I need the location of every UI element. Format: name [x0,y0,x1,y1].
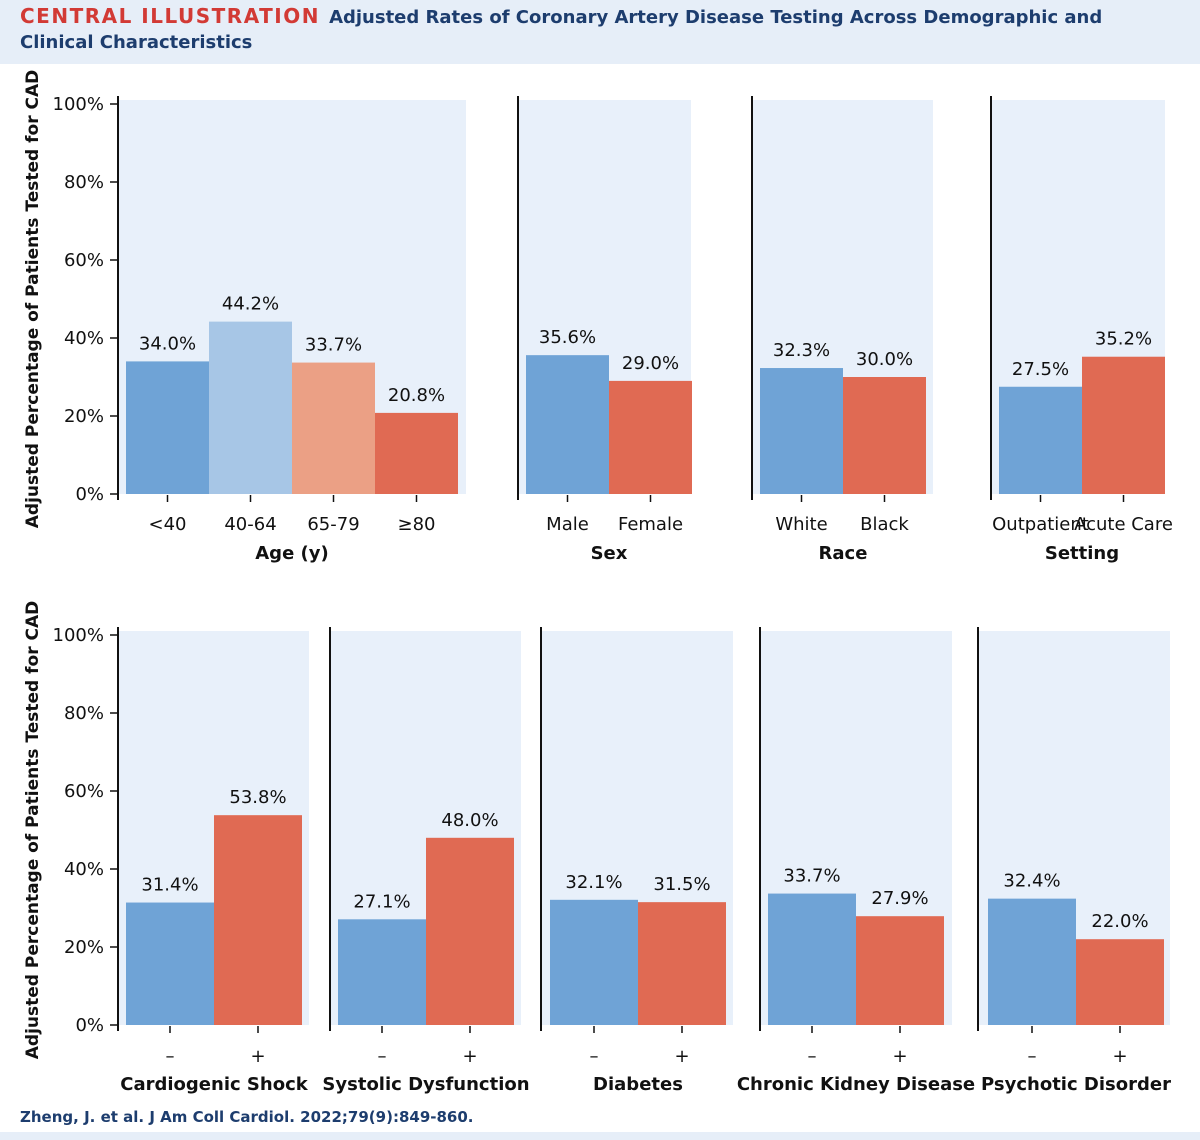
y-axis-label: Adjusted Percentage of Patients Tested f… [23,601,43,1060]
bar-value-label: 31.4% [141,875,198,896]
footer-band [0,1132,1200,1140]
bar-value-label: 44.2% [222,294,279,315]
central-illustration-label: CENTRAL ILLUSTRATION [20,4,320,28]
bar-value-label: 29.0% [622,353,679,374]
x-tick-label: Black [860,514,909,535]
bar [856,916,944,1025]
bar [426,837,514,1025]
y-tick-label: 0% [75,484,104,505]
x-tick-label: + [1112,1046,1127,1067]
bar-value-label: 53.8% [229,787,286,808]
citation: Zheng, J. et al. J Am Coll Cardiol. 2022… [20,1108,474,1126]
x-tick-label: ≥80 [398,514,436,535]
bar-value-label: 33.7% [783,866,840,887]
x-axis-label: Chronic Kidney Disease [737,1074,975,1095]
x-tick-label: + [892,1046,907,1067]
bar-value-label: 32.3% [773,340,830,361]
bar-value-label: 48.0% [441,810,498,831]
y-tick-label: 40% [64,328,104,349]
y-tick-label: 60% [64,250,104,271]
bar [214,815,302,1025]
bar [292,362,375,494]
bar-value-label: 33.7% [305,335,362,356]
x-axis-label: Diabetes [593,1074,683,1095]
y-tick-label: 0% [75,1015,104,1036]
x-tick-label: – [590,1046,599,1067]
bar [209,321,292,494]
x-tick-label: Acute Care [1074,514,1173,535]
bar-value-label: 22.0% [1091,911,1148,932]
figure-header: CENTRAL ILLUSTRATION Adjusted Rates of C… [0,0,1200,64]
x-tick-label: + [674,1046,689,1067]
x-tick-label: <40 [149,514,187,535]
x-axis-label: Psychotic Disorder [981,1074,1171,1095]
bar-value-label: 34.0% [139,333,196,354]
bar-value-label: 32.4% [1003,871,1060,892]
bar-value-label: 31.5% [653,874,710,895]
bar-value-label: 20.8% [388,385,445,406]
x-tick-label: White [775,514,827,535]
y-tick-label: 40% [64,859,104,880]
bar [768,893,856,1025]
bar [126,361,209,494]
x-axis-label: Race [819,543,868,564]
x-tick-label: 40-64 [224,514,276,535]
y-tick-label: 100% [53,94,104,115]
y-tick-label: 20% [64,937,104,958]
x-tick-label: – [166,1046,175,1067]
bar-value-label: 30.0% [856,349,913,370]
y-tick-label: 80% [64,703,104,724]
bar-value-label: 27.5% [1012,359,1069,380]
bar [999,386,1082,494]
x-axis-label: Setting [1045,543,1119,564]
y-tick-label: 100% [53,625,104,646]
x-tick-label: – [1028,1046,1037,1067]
bar-value-label: 27.1% [353,891,410,912]
bar [1082,356,1165,494]
bar [375,412,458,494]
bar [760,368,843,494]
x-tick-label: + [250,1046,265,1067]
x-axis-label: Cardiogenic Shock [120,1074,308,1095]
y-tick-label: 80% [64,172,104,193]
bar [1076,939,1164,1025]
y-tick-label: 20% [64,406,104,427]
bar-value-label: 35.6% [539,327,596,348]
x-tick-label: 65-79 [307,514,359,535]
x-axis-label: Sex [591,543,628,564]
y-tick-label: 60% [64,781,104,802]
x-axis-label: Systolic Dysfunction [322,1074,529,1095]
x-tick-label: Female [618,514,683,535]
bar-value-label: 27.9% [871,888,928,909]
bar [638,902,726,1025]
x-tick-label: – [808,1046,817,1067]
y-axis-label: Adjusted Percentage of Patients Tested f… [23,70,43,529]
bar [609,380,692,494]
bar [126,902,214,1025]
bar-value-label: 32.1% [565,872,622,893]
x-tick-label: + [462,1046,477,1067]
bar [338,919,426,1025]
x-axis-label: Age (y) [255,543,328,564]
x-tick-label: Outpatient [992,514,1089,535]
x-tick-label: – [378,1046,387,1067]
x-tick-label: Male [546,514,589,535]
bar [988,898,1076,1025]
figure-title: Adjusted Rates of Coronary Artery Diseas… [20,7,1103,53]
bar [526,355,609,494]
bar-value-label: 35.2% [1095,329,1152,350]
bar [843,377,926,494]
bar [550,899,638,1025]
